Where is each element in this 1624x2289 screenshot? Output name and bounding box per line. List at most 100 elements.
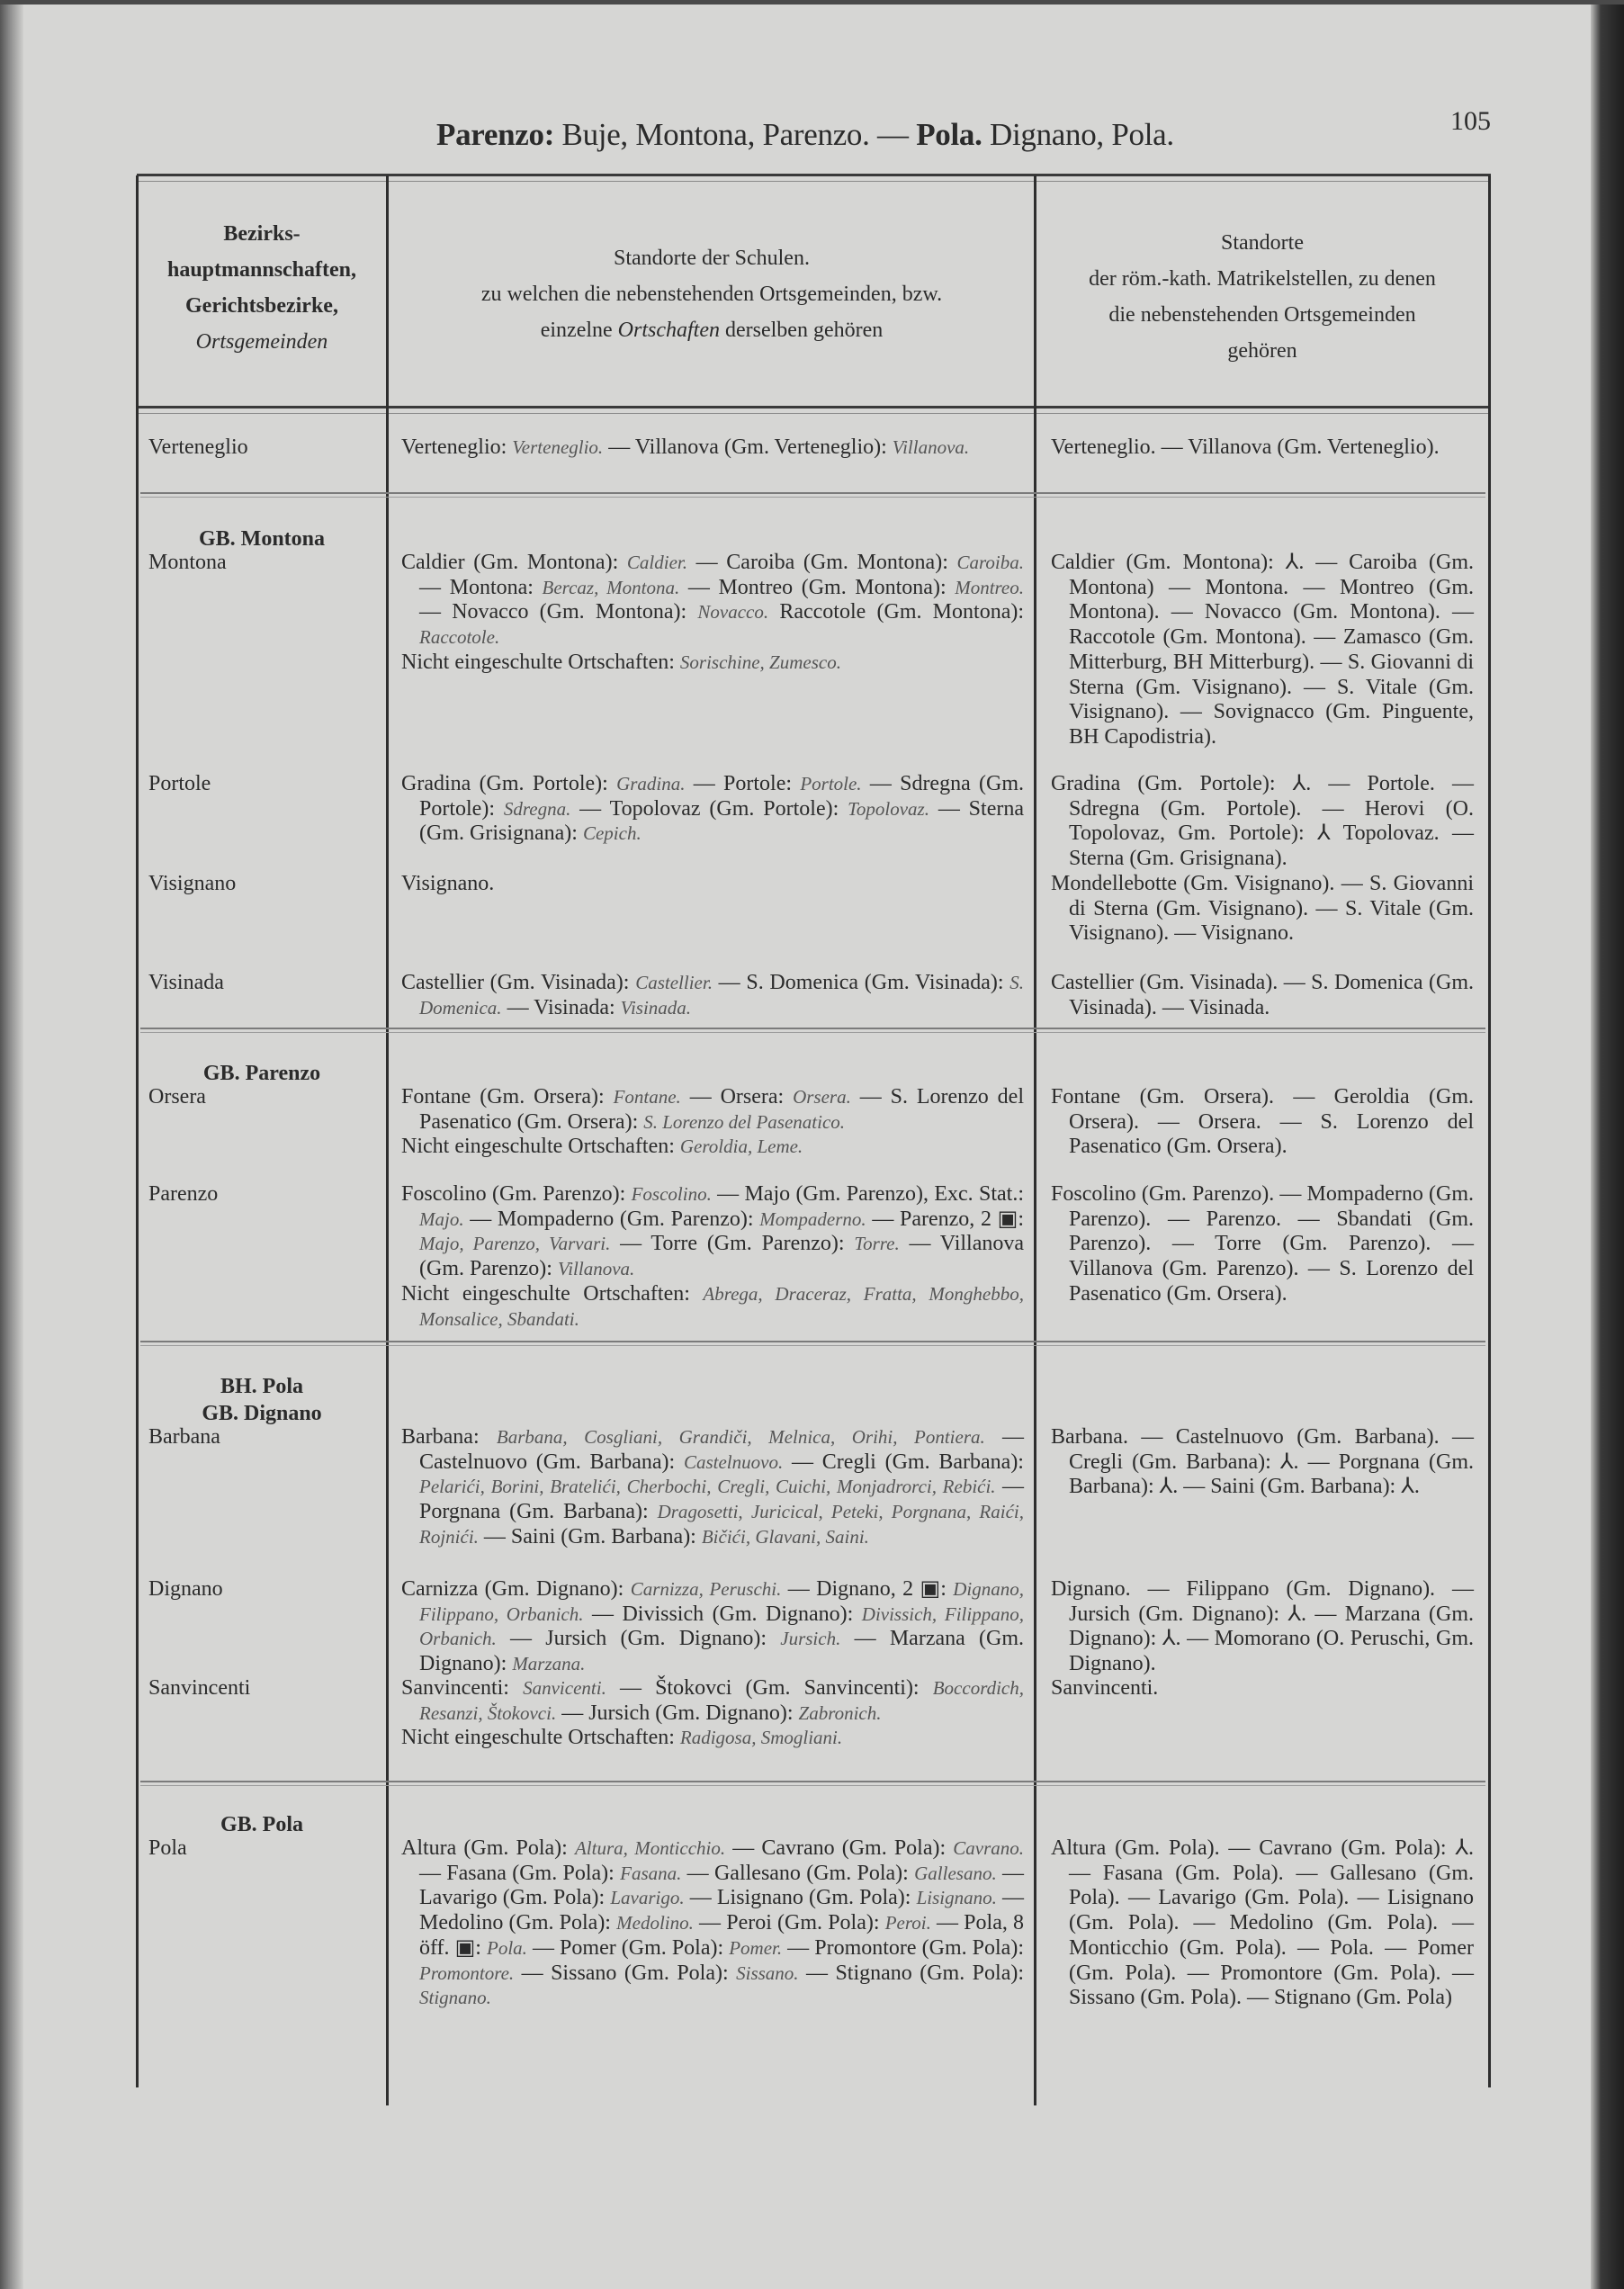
entry-text: Nicht eingeschulte Ortschaften: <box>401 1135 680 1159</box>
entry-text: Altura (Gm. Pola): <box>401 1836 575 1860</box>
entry-text: Altura (Gm. Pola). — Cavrano (Gm. Pola):… <box>1051 1836 1474 2010</box>
entry-text: — Sdregna (Gm. Portole): <box>419 772 1024 821</box>
entry-paragraph: Dignano. — Filippano (Gm. Dignano). — Ju… <box>1051 1577 1474 1677</box>
header-text: derselben gehören <box>720 319 884 342</box>
locality-list-italic: Cepich. <box>582 822 642 845</box>
header-line: die nebenstehenden Ortsgemeinden <box>1108 303 1416 327</box>
column-header-parishes: Standorte der röm.-kath. Matrikelstellen… <box>1036 225 1488 369</box>
locality-list-italic: Montreo. <box>955 576 1024 598</box>
entry-text: — Cavrano (Gm. Pola): <box>725 1836 954 1860</box>
locality-list-italic: Peroi. <box>884 1912 931 1934</box>
locality-list-italic: Promontore. <box>419 1961 515 1984</box>
parishes-cell: Foscolino (Gm. Parenzo). — Mompaderno (G… <box>1051 1182 1474 1307</box>
locality-list-italic: Bičići, Glavani, Saini. <box>701 1525 869 1548</box>
locality-list-italic: Pomer. <box>729 1936 783 1959</box>
locality-list-italic: Villanova. <box>892 436 970 458</box>
schools-cell: Barbana: Barbana, Cosgliani, Grandiči, M… <box>401 1425 1024 1550</box>
locality-list-italic: Jursich. <box>780 1628 841 1650</box>
entry-text: Verteneglio: <box>401 435 513 459</box>
locality-list-italic: Novacco. <box>697 601 769 624</box>
entry-text: Dignano. — Filippano (Gm. Dignano). — Ju… <box>1051 1577 1474 1676</box>
locality-list-italic: Carnizza, Peruschi. <box>630 1578 782 1600</box>
locality-list-italic: Fontane. <box>613 1086 681 1108</box>
entry-paragraph: Barbana: Barbana, Cosgliani, Grandiči, M… <box>401 1425 1024 1550</box>
entry-text: Foscolino (Gm. Parenzo): <box>401 1182 632 1206</box>
entry-text: Fontane (Gm. Orsera): <box>401 1085 614 1109</box>
entry-paragraph: Foscolino (Gm. Parenzo). — Mompaderno (G… <box>1051 1182 1474 1307</box>
locality-list-italic: Stignano. <box>419 1987 491 2009</box>
entry-text: — Portole: <box>685 772 801 795</box>
entry-text: Fontane (Gm. Orsera). — Geroldia (Gm. Or… <box>1051 1085 1474 1159</box>
locality-list-italic: Pelarići, Borini, Bratelići, Cherbochi, … <box>419 1476 996 1498</box>
table-left-border <box>136 175 139 2087</box>
header-line: Standorte der Schulen. <box>614 247 810 270</box>
municipality-name: Montona <box>148 551 227 574</box>
entry-paragraph: Mondellebotte (Gm. Visignano). — S. Giov… <box>1051 872 1474 947</box>
entry-paragraph: Castellier (Gm. Visinada): Castellier. —… <box>401 971 1024 1020</box>
schools-cell: Visignano. <box>401 872 1024 897</box>
entry-paragraph: Sanvincenti. <box>1051 1676 1474 1701</box>
parishes-cell: Fontane (Gm. Orsera). — Geroldia (Gm. Or… <box>1051 1085 1474 1160</box>
entry-text: Gradina (Gm. Portole): <box>401 772 617 795</box>
header-line: Standorte <box>1221 231 1304 255</box>
schools-cell: Gradina (Gm. Portole): Gradina. — Portol… <box>401 772 1024 847</box>
locality-list-italic: Pola. <box>487 1936 527 1959</box>
locality-list-italic: Sissano. <box>736 1961 799 1984</box>
header-line: Gerichtsbezirke, <box>185 294 338 318</box>
locality-list-italic: Caldier. <box>626 552 687 573</box>
entry-text: — Parenzo, 2 ▣: <box>866 1207 1024 1231</box>
entry-paragraph: Gradina (Gm. Portole): ⅄. — Portole. — S… <box>1051 772 1474 872</box>
entry-text: — Jursich (Gm. Dignano): <box>556 1701 799 1725</box>
locality-list-italic: Sanvicenti. <box>523 1677 606 1699</box>
entry-text: — S. Domenica (Gm. Visinada): <box>712 971 1010 994</box>
entry-text: — Jursich (Gm. Dignano): <box>496 1627 781 1651</box>
parishes-cell: Castellier (Gm. Visinada). — S. Domenica… <box>1051 971 1474 1020</box>
entry-paragraph: Nicht eingeschulte Ortschaften: Sorischi… <box>401 651 1024 676</box>
header-line: gehören <box>1227 339 1297 363</box>
entry-text: — Lisignano (Gm. Pola): <box>684 1886 917 1910</box>
entry-text: — Promontore (Gm. Pola): <box>782 1935 1024 1960</box>
entry-text: — Pola, 8 öff. ▣: <box>419 1911 1025 1960</box>
column-header-districts: Bezirks- hauptmannschaften, Gerichtsbezi… <box>137 216 387 360</box>
locality-list-italic: Cavrano. <box>953 1837 1025 1859</box>
parishes-cell: Mondellebotte (Gm. Visignano). — S. Giov… <box>1051 872 1474 947</box>
entry-text: Castellier (Gm. Visinada). — S. Domenica… <box>1051 971 1474 1019</box>
entry-paragraph: Visignano. <box>401 872 1024 897</box>
locality-list-italic: Castelnuovo. <box>683 1450 784 1473</box>
locality-list-italic: Dignano, Filippano, Orbanich. <box>419 1578 1024 1625</box>
entry-paragraph: Caldier (Gm. Montona): ⅄. — Caroiba (Gm.… <box>1051 551 1474 750</box>
municipality-name: Parenzo <box>148 1182 219 1206</box>
entry-text: — Castelnuovo (Gm. Barbana): <box>419 1425 1025 1474</box>
entry-text: — Visinada: <box>501 995 621 1019</box>
entry-text: Mondellebotte (Gm. Visignano). — S. Giov… <box>1051 872 1474 946</box>
schools-cell: Altura (Gm. Pola): Altura, Monticchio. —… <box>401 1836 1024 2011</box>
title-part: Buje, Montona, Parenzo. — <box>554 117 917 152</box>
entry-text: — Lavarigo (Gm. Pola): <box>419 1861 1025 1910</box>
group-label: GB. Pola <box>220 1813 303 1836</box>
title-part: Parenzo: <box>436 117 555 152</box>
title-part: Pola. <box>916 117 982 152</box>
entry-text: — Štokovci (Gm. Sanvincenti): <box>606 1676 933 1700</box>
entry-paragraph: Fontane (Gm. Orsera): Fontane. — Orsera:… <box>401 1085 1024 1135</box>
municipality-name: Verteneglio <box>148 435 248 459</box>
group-label: GB. Parenzo <box>202 1062 321 1085</box>
schools-cell: Carnizza (Gm. Dignano): Carnizza, Perusc… <box>401 1577 1024 1677</box>
title-part: Dignano, Pola. <box>982 117 1174 152</box>
entry-text: — Gallesano (Gm. Pola): <box>681 1861 915 1885</box>
entry-text: — Porgnana (Gm. Barbana): <box>419 1475 1024 1524</box>
schools-cell: Verteneglio: Verteneglio. — Villanova (G… <box>401 435 1024 461</box>
entry-text: — Villanova (Gm. Parenzo): <box>419 1232 1025 1281</box>
schools-cell: Caldier (Gm. Montona): Caldier. — Caroib… <box>401 551 1024 676</box>
municipality-name: Dignano <box>148 1577 223 1601</box>
parishes-cell: Gradina (Gm. Portole): ⅄. — Portole. — S… <box>1051 772 1474 872</box>
municipality-name: Barbana <box>148 1425 220 1449</box>
header-line: der röm.-kath. Matrikelstellen, zu denen <box>1089 267 1436 291</box>
municipality-name: Pola <box>148 1836 187 1860</box>
locality-list-italic: Visinada. <box>620 996 692 1019</box>
entry-text: — Villanova (Gm. Verteneglio): <box>603 435 893 459</box>
locality-list-italic: Orsera. <box>793 1086 851 1108</box>
entry-text: Caldier (Gm. Montona): ⅄. — Caroiba (Gm.… <box>1051 551 1474 749</box>
locality-list-italic: Gallesano. <box>914 1862 997 1884</box>
municipality-name: Visignano <box>148 872 237 895</box>
entry-text: Barbana. — Castelnuovo (Gm. Barbana). — … <box>1051 1425 1474 1499</box>
